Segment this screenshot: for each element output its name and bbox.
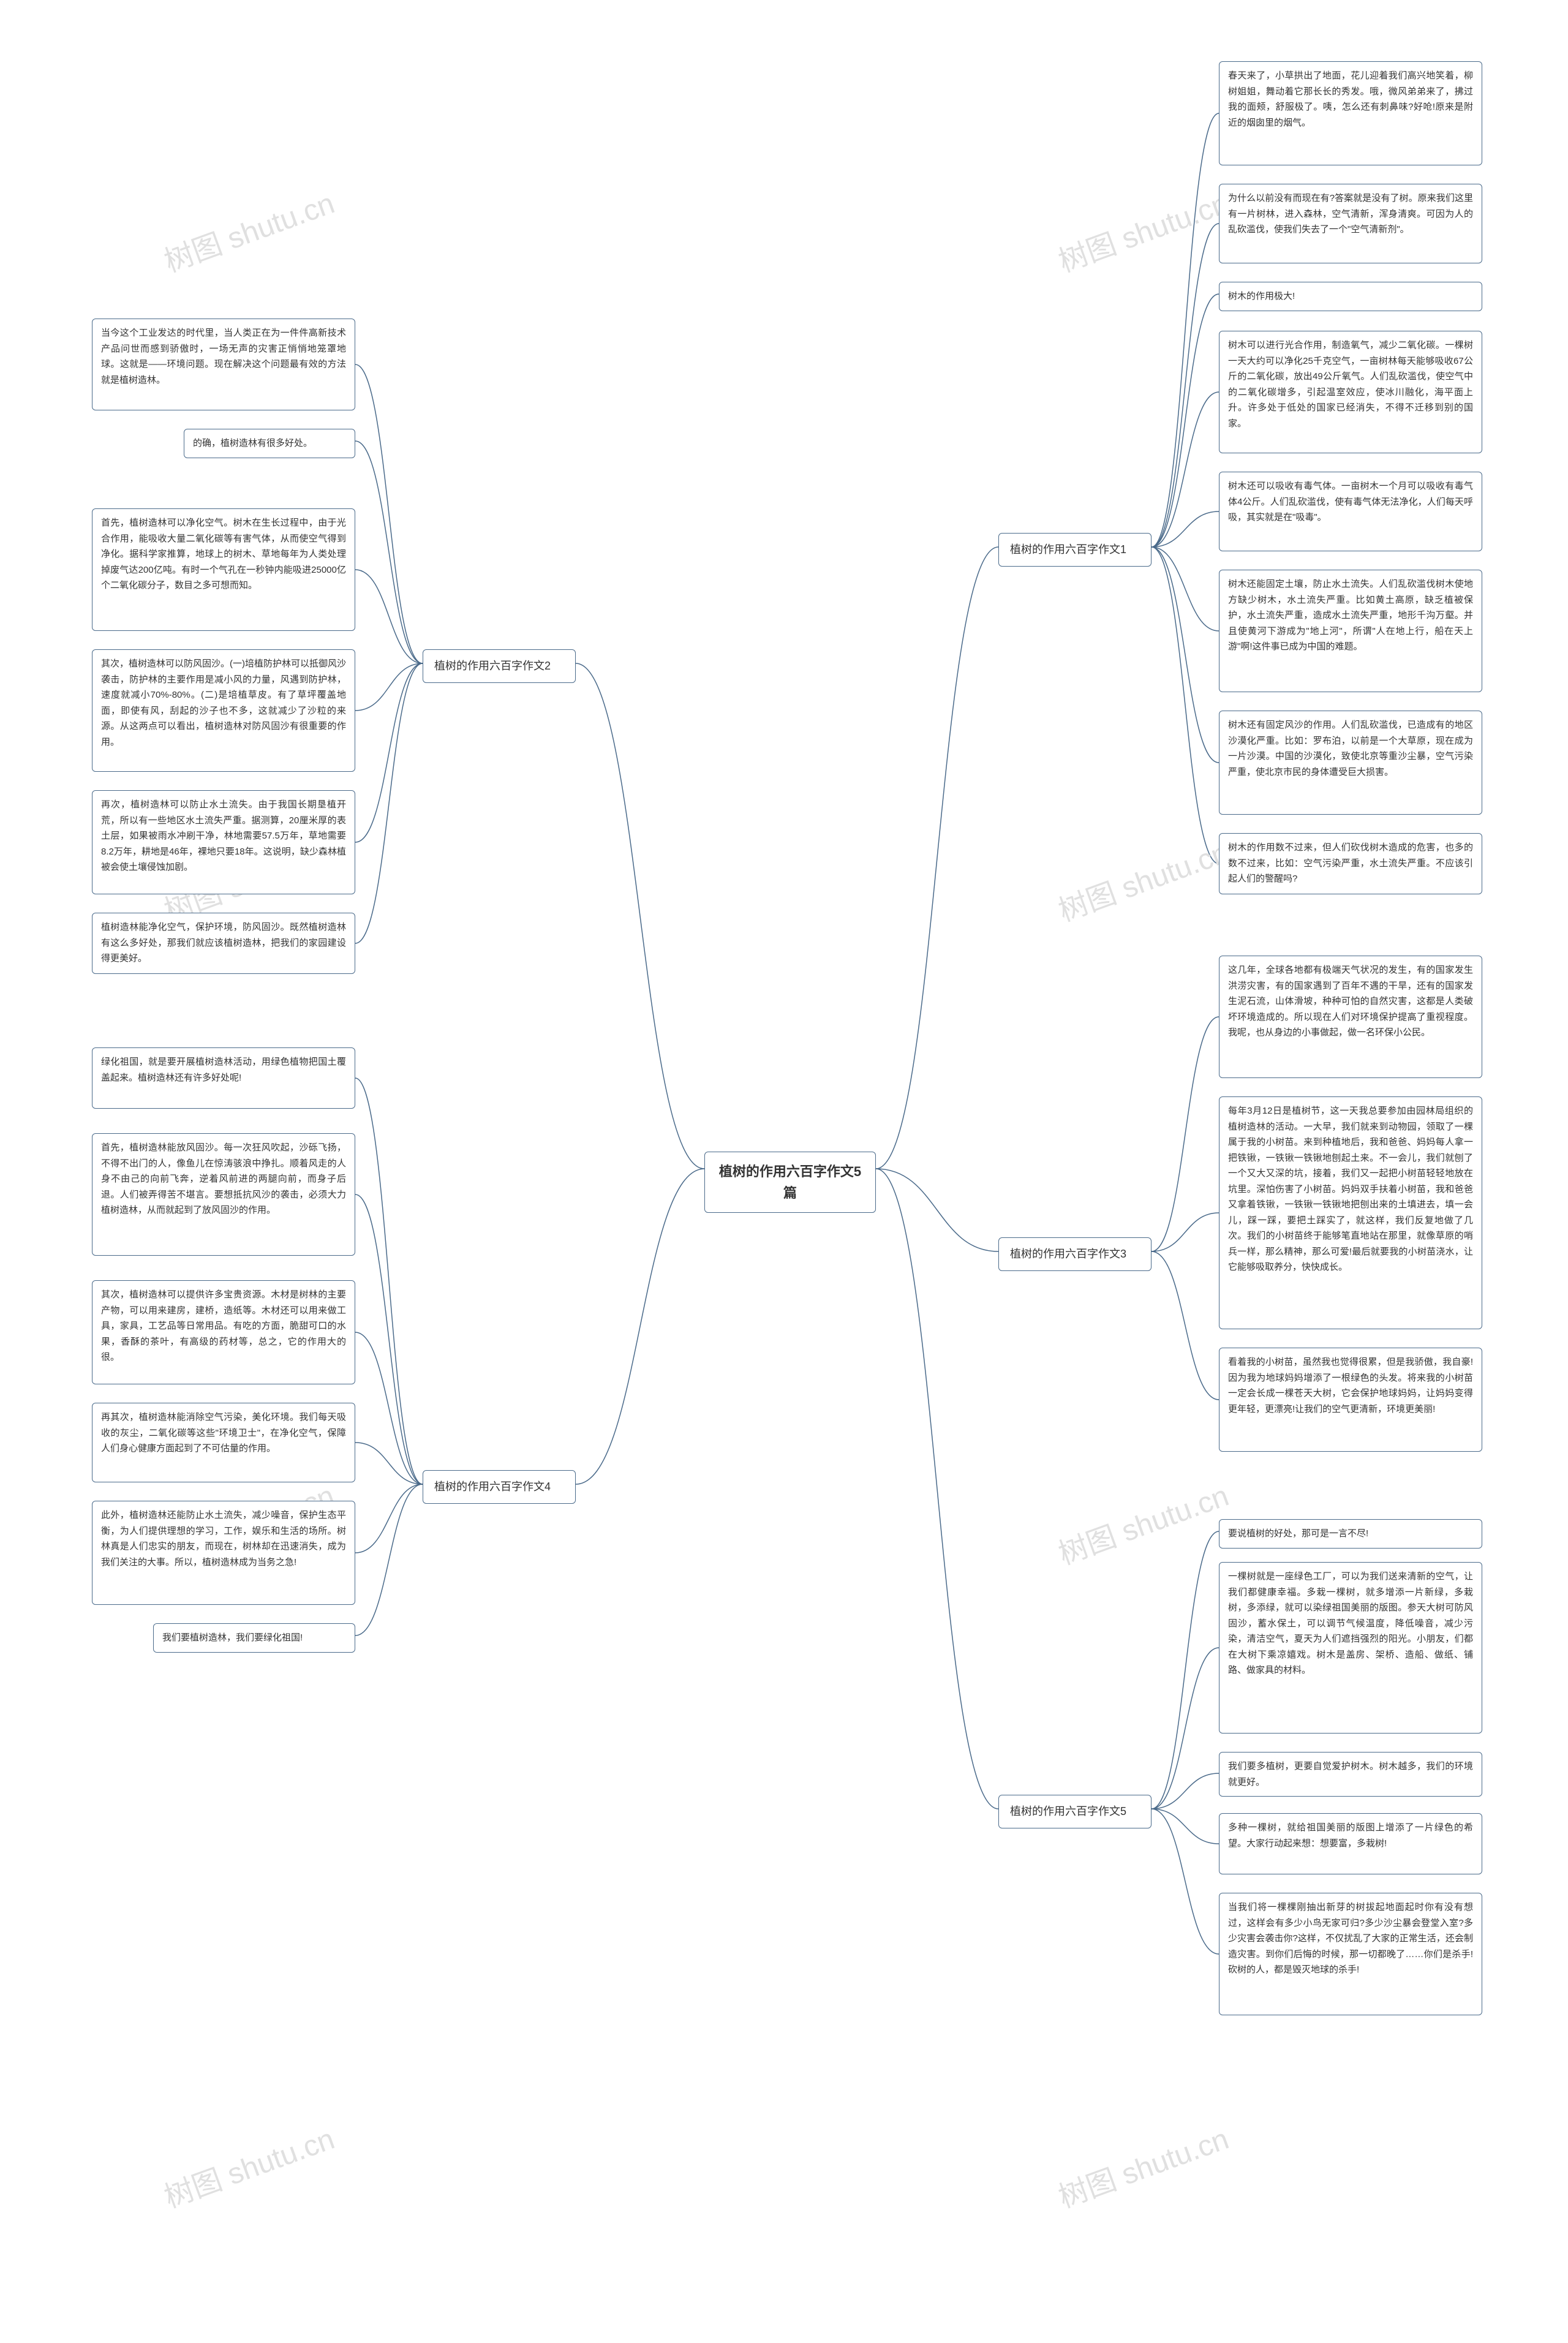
watermark: 树图 shutu.cn [1052,2115,1234,2216]
mindmap-canvas: 树图 shutu.cn 树图 shutu.cn 树图 shutu.cn 树图 shut… [0,0,1568,2343]
leaf-b1-2[interactable]: 树木的作用极大! [1219,282,1482,311]
watermark: 树图 shutu.cn [157,179,339,280]
leaf-b1-5[interactable]: 树木还能固定土壤，防止水土流失。人们乱砍滥伐树木使地方缺少树木，水土流失严重。比… [1219,570,1482,692]
leaf-b4-0[interactable]: 绿化祖国，就是要开展植树造林活动，用绿色植物把国土覆盖起来。植树造林还有许多好处… [92,1047,355,1109]
leaf-b4-3[interactable]: 再其次，植树造林能消除空气污染，美化环境。我们每天吸收的灰尘，二氧化碳等这些"环… [92,1403,355,1482]
leaf-b5-1[interactable]: 一棵树就是一座绿色工厂，可以为我们送来清新的空气，让我们都健康幸福。多栽一棵树，… [1219,1562,1482,1734]
leaf-b4-1[interactable]: 首先，植树造林能放风固沙。每一次狂风吹起，沙砾飞扬，不得不出门的人，像鱼儿在惊涛… [92,1133,355,1256]
branch-b5[interactable]: 植树的作用六百字作文5 [998,1795,1152,1828]
branch-b3[interactable]: 植树的作用六百字作文3 [998,1237,1152,1271]
leaf-b5-0[interactable]: 要说植树的好处，那可是一言不尽! [1219,1519,1482,1549]
watermark: 树图 shutu.cn [1052,828,1234,929]
leaf-b5-2[interactable]: 我们要多植树，更要自觉爱护树木。树木越多，我们的环境就更好。 [1219,1752,1482,1797]
branch-b4[interactable]: 植树的作用六百字作文4 [423,1470,576,1504]
branch-b1[interactable]: 植树的作用六百字作文1 [998,533,1152,567]
leaf-b5-3[interactable]: 多种一棵树，就给祖国美丽的版图上增添了一片绿色的希望。大家行动起来想：想要富，多… [1219,1813,1482,1874]
leaf-b1-7[interactable]: 树木的作用数不过来，但人们砍伐树木造成的危害，也多的数不过来，比如：空气污染严重… [1219,833,1482,894]
watermark: 树图 shutu.cn [1052,1471,1234,1572]
leaf-b5-4[interactable]: 当我们将一棵棵刚抽出新芽的树拔起地面起时你有没有想过，这样会有多少小鸟无家可归?… [1219,1893,1482,2015]
leaf-b4-2[interactable]: 其次，植树造林可以提供许多宝贵资源。木材是树林的主要产物，可以用来建房，建桥，造… [92,1280,355,1384]
leaf-b2-1[interactable]: 的确，植树造林有很多好处。 [184,429,355,458]
leaf-b2-5[interactable]: 植树造林能净化空气，保护环境，防风固沙。既然植树造林有这么多好处，那我们就应该植… [92,913,355,974]
leaf-b2-0[interactable]: 当今这个工业发达的时代里，当人类正在为一件件高新技术产品问世而感到骄傲时，一场无… [92,319,355,410]
leaf-b3-2[interactable]: 看着我的小树苗，虽然我也觉得很累，但是我骄傲，我自豪!因为我为地球妈妈增添了一根… [1219,1348,1482,1452]
leaf-b4-5[interactable]: 我们要植树造林，我们要绿化祖国! [153,1623,355,1653]
leaf-b1-4[interactable]: 树木还可以吸收有毒气体。一亩树木一个月可以吸收有毒气体4公斤。人们乱砍滥伐，使有… [1219,472,1482,551]
watermark: 树图 shutu.cn [1052,179,1234,280]
leaf-b1-3[interactable]: 树木可以进行光合作用，制造氧气，减少二氧化碳。一棵树一天大约可以净化25千克空气… [1219,331,1482,453]
leaf-b2-2[interactable]: 首先，植树造林可以净化空气。树木在生长过程中，由于光合作用，能吸收大量二氧化碳等… [92,508,355,631]
leaf-b1-6[interactable]: 树木还有固定风沙的作用。人们乱砍滥伐，已造成有的地区沙漠化严重。比如：罗布泊，以… [1219,711,1482,815]
leaf-b1-1[interactable]: 为什么以前没有而现在有?答案就是没有了树。原来我们这里有一片树林，进入森林，空气… [1219,184,1482,263]
root-node[interactable]: 植树的作用六百字作文5篇 [704,1152,876,1213]
leaf-b1-0[interactable]: 春天来了，小草拱出了地面，花儿迎着我们高兴地笑着，柳树姐姐，舞动着它那长长的秀发… [1219,61,1482,165]
watermark: 树图 shutu.cn [157,2115,339,2216]
leaf-b4-4[interactable]: 此外，植树造林还能防止水土流失，减少噪音，保护生态平衡，为人们提供理想的学习，工… [92,1501,355,1605]
leaf-b3-1[interactable]: 每年3月12日是植树节，这一天我总要参加由园林局组织的植树造林的活动。一大早，我… [1219,1096,1482,1329]
leaf-b3-0[interactable]: 这几年，全球各地都有极端天气状况的发生，有的国家发生洪涝灾害，有的国家遇到了百年… [1219,956,1482,1078]
leaf-b2-4[interactable]: 再次，植树造林可以防止水土流失。由于我国长期垦植开荒，所以有一些地区水土流失严重… [92,790,355,894]
branch-b2[interactable]: 植树的作用六百字作文2 [423,649,576,683]
leaf-b2-3[interactable]: 其次，植树造林可以防风固沙。(一)培植防护林可以抵御风沙袭击，防护林的主要作用是… [92,649,355,772]
